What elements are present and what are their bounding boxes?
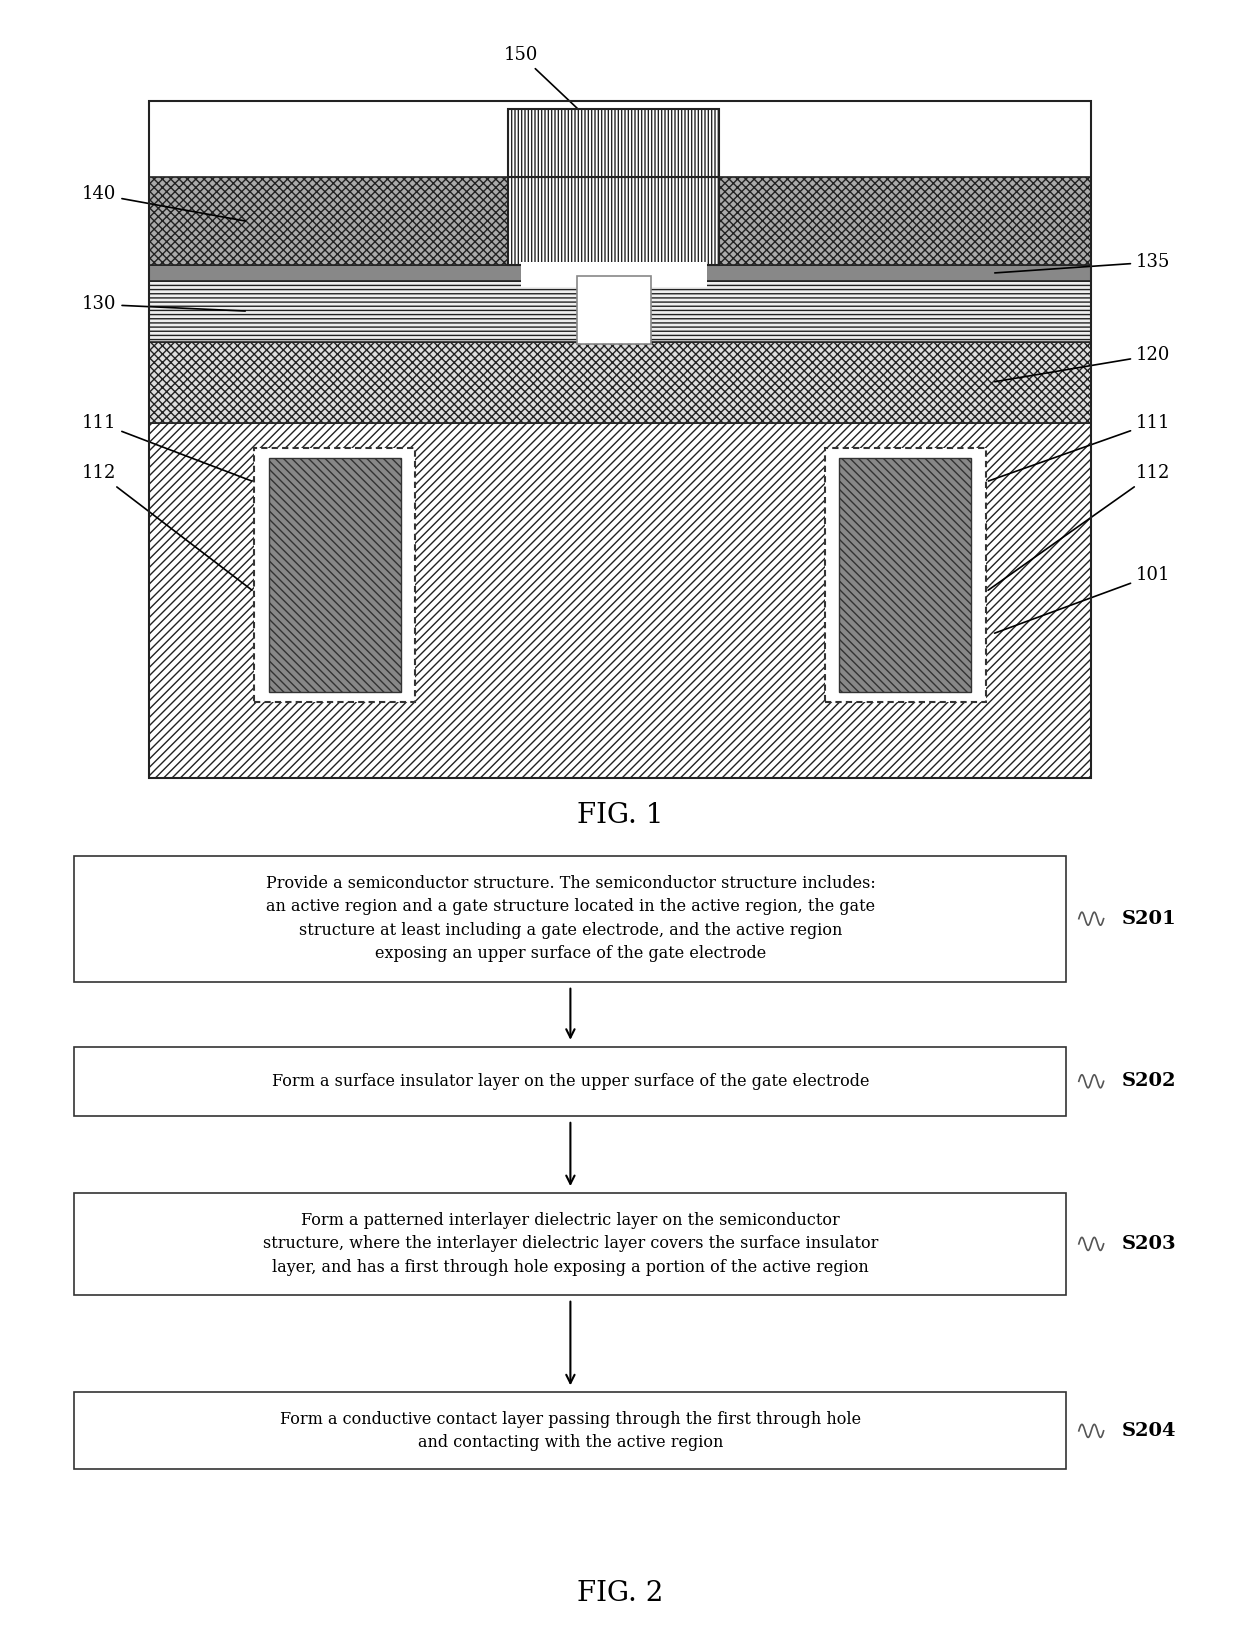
Text: 140: 140 bbox=[82, 185, 246, 221]
FancyBboxPatch shape bbox=[74, 1392, 1066, 1470]
Text: S201: S201 bbox=[1122, 909, 1177, 928]
Bar bbox=[254, 449, 415, 702]
Text: S204: S204 bbox=[1122, 1421, 1177, 1441]
Text: 111: 111 bbox=[988, 413, 1171, 481]
Text: 130: 130 bbox=[82, 296, 246, 314]
FancyBboxPatch shape bbox=[74, 855, 1066, 982]
Text: 111: 111 bbox=[82, 413, 252, 481]
Text: 150: 150 bbox=[503, 46, 611, 141]
Bar bbox=[149, 101, 1091, 777]
Bar bbox=[149, 423, 1091, 777]
Bar bbox=[825, 449, 986, 702]
Bar bbox=[149, 280, 1091, 343]
Bar bbox=[577, 276, 651, 345]
Text: FIG. 2: FIG. 2 bbox=[577, 1580, 663, 1606]
Bar bbox=[269, 459, 401, 691]
Bar bbox=[508, 177, 719, 265]
Text: Provide a semiconductor structure. The semiconductor structure includes:
an acti: Provide a semiconductor structure. The s… bbox=[265, 875, 875, 963]
Bar bbox=[149, 343, 1091, 423]
Bar bbox=[149, 265, 1091, 281]
Text: S203: S203 bbox=[1122, 1234, 1177, 1254]
Text: 112: 112 bbox=[988, 465, 1171, 590]
Bar bbox=[149, 177, 1091, 265]
Bar bbox=[508, 109, 719, 177]
Bar bbox=[839, 459, 971, 691]
FancyBboxPatch shape bbox=[74, 1047, 1066, 1115]
Text: 112: 112 bbox=[82, 465, 252, 590]
Text: Form a surface insulator layer on the upper surface of the gate electrode: Form a surface insulator layer on the up… bbox=[272, 1073, 869, 1089]
FancyBboxPatch shape bbox=[74, 1193, 1066, 1294]
Text: S202: S202 bbox=[1122, 1072, 1177, 1091]
Text: FIG. 1: FIG. 1 bbox=[577, 802, 663, 829]
Text: Form a conductive contact layer passing through the first through hole
and conta: Form a conductive contact layer passing … bbox=[280, 1411, 861, 1450]
Bar bbox=[521, 262, 707, 288]
Text: 120: 120 bbox=[994, 346, 1171, 382]
Text: 101: 101 bbox=[994, 566, 1171, 633]
Text: 135: 135 bbox=[994, 254, 1171, 273]
Text: Form a patterned interlayer dielectric layer on the semiconductor
structure, whe: Form a patterned interlayer dielectric l… bbox=[263, 1211, 878, 1276]
